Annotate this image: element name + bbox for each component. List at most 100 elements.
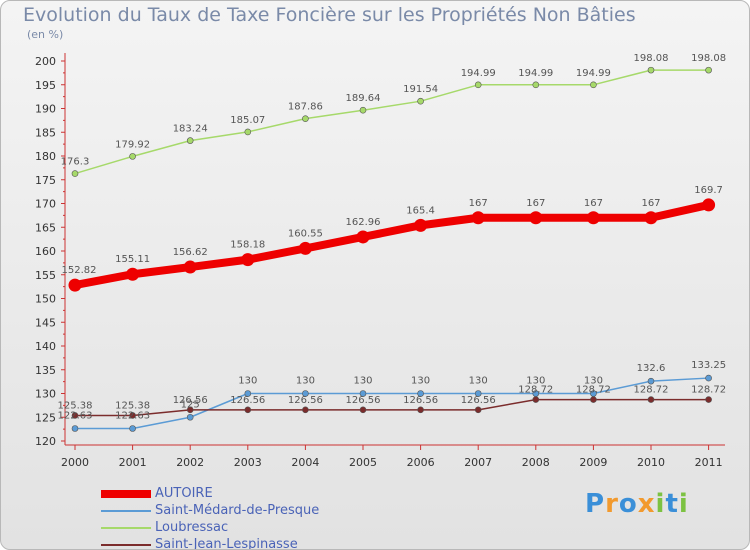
- legend-label: Loubressac: [155, 520, 229, 535]
- data-point: [126, 267, 140, 281]
- data-point: [356, 230, 370, 244]
- data-point: [417, 390, 424, 397]
- data-point: [474, 406, 482, 414]
- data-point: [129, 412, 136, 419]
- data-label: 128.72: [691, 385, 726, 396]
- data-label: 126.56: [346, 395, 381, 406]
- data-point: [183, 260, 197, 274]
- data-point: [244, 406, 252, 414]
- data-point: [586, 211, 600, 225]
- data-point: [532, 81, 540, 89]
- data-label: 185.07: [230, 115, 265, 126]
- y-tick-label: 175: [35, 174, 56, 187]
- data-label: 130: [526, 376, 545, 387]
- data-point: [471, 211, 485, 225]
- data-label: 189.64: [346, 93, 381, 104]
- data-point: [705, 66, 712, 74]
- data-label: 130: [411, 376, 430, 387]
- data-label: 167: [641, 198, 660, 209]
- data-label: 122.63: [58, 411, 93, 422]
- x-tick-label: 2011: [695, 456, 723, 469]
- data-point: [129, 153, 136, 160]
- x-tick-label: 2005: [349, 456, 377, 469]
- data-label: 132.6: [637, 363, 666, 374]
- data-label: 167: [584, 198, 603, 209]
- data-point: [647, 396, 655, 403]
- data-point: [129, 425, 136, 432]
- legend-swatch: [101, 543, 151, 546]
- y-tick-label: 135: [35, 364, 56, 377]
- legend-swatch: [101, 489, 151, 498]
- y-tick-label: 190: [35, 103, 56, 116]
- logo-letter: o: [618, 489, 638, 519]
- x-tick-label: 2006: [407, 456, 435, 469]
- data-point: [71, 412, 79, 419]
- data-point: [529, 211, 543, 225]
- data-label: 122.63: [115, 411, 150, 422]
- legend-label: Saint-Jean-Lespinasse: [155, 537, 298, 550]
- data-label: 152.82: [62, 265, 97, 276]
- data-label: 162.96: [346, 217, 381, 228]
- series-line: [71, 200, 713, 290]
- x-tick-label: 2003: [234, 456, 262, 469]
- data-label: 126.56: [288, 395, 323, 406]
- data-point: [68, 278, 82, 292]
- x-tick-label: 2010: [637, 456, 665, 469]
- data-label: 128.72: [518, 385, 553, 396]
- y-tick-label: 200: [35, 55, 56, 68]
- data-label: 130: [469, 376, 488, 387]
- y-tick-label: 160: [35, 245, 56, 258]
- chart-legend: AUTOIRE Saint-Médard-de-Presque Loubressac…: [101, 485, 320, 550]
- data-point: [417, 406, 424, 414]
- data-label: 165.4: [406, 205, 435, 216]
- data-point: [532, 396, 540, 403]
- y-tick-label: 145: [35, 316, 56, 329]
- data-label: 160.55: [288, 228, 323, 239]
- data-point: [241, 253, 255, 267]
- data-point: [186, 413, 194, 421]
- x-tick-label: 2000: [61, 456, 89, 469]
- data-point: [186, 137, 194, 144]
- logo-letter: x: [637, 489, 656, 519]
- y-tick-label: 125: [35, 411, 56, 424]
- legend-item: AUTOIRE: [101, 485, 319, 502]
- logo-letter: i: [655, 489, 666, 519]
- data-point: [474, 81, 482, 89]
- x-tick-label: 2002: [176, 456, 204, 469]
- legend-item: Loubressac: [101, 519, 319, 536]
- data-label: 176.3: [61, 157, 90, 168]
- data-point: [417, 97, 424, 105]
- y-axis-unit: (en %): [27, 28, 64, 41]
- logo-letter: r: [605, 489, 619, 519]
- data-label: 179.92: [115, 139, 150, 150]
- data-label: 169.7: [694, 185, 723, 196]
- data-label: 194.99: [576, 68, 611, 79]
- data-point: [590, 81, 597, 89]
- data-point: [644, 211, 658, 225]
- x-tick-label: 2001: [119, 456, 147, 469]
- data-point: [244, 390, 252, 397]
- data-point: [359, 390, 367, 397]
- data-label: 191.54: [403, 84, 438, 95]
- data-point: [647, 377, 655, 385]
- data-label: 126.56: [173, 395, 208, 406]
- data-point: [590, 396, 597, 403]
- data-point: [302, 406, 309, 414]
- y-tick-label: 140: [35, 340, 56, 353]
- logo-letter: i: [678, 489, 689, 519]
- data-point: [414, 218, 428, 232]
- data-label: 187.86: [288, 102, 323, 113]
- data-label: 156.62: [173, 247, 208, 258]
- data-label: 126.56: [403, 395, 438, 406]
- data-point: [705, 396, 712, 403]
- proxiti-logo: Proxiti: [585, 489, 689, 519]
- data-point: [71, 170, 79, 177]
- legend-label: Saint-Médard-de-Presque: [155, 503, 320, 518]
- data-label: 198.08: [634, 53, 669, 64]
- series-line: [74, 398, 710, 417]
- data-label: 125.38: [58, 400, 93, 411]
- chart-title: Evolution du Taux de Taxe Foncière sur l…: [23, 4, 636, 26]
- data-label: 130: [296, 376, 315, 387]
